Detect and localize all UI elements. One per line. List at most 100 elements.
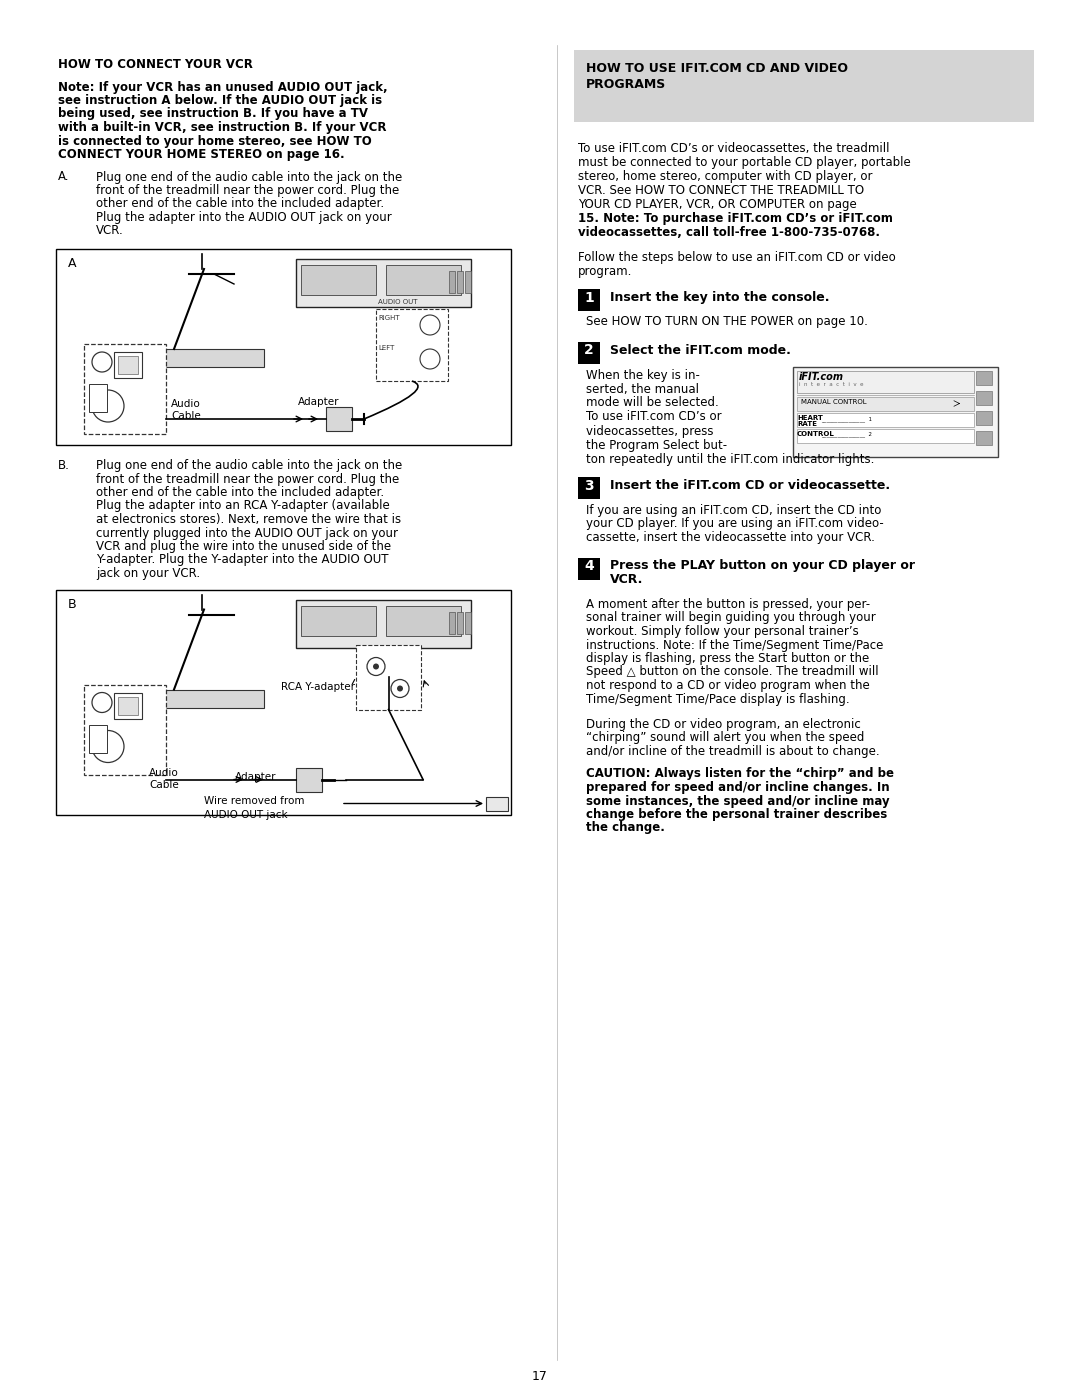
Text: Plug one end of the audio cable into the jack on the: Plug one end of the audio cable into the… xyxy=(96,170,402,183)
Text: Cable: Cable xyxy=(171,411,201,420)
Text: change before the personal trainer describes: change before the personal trainer descr… xyxy=(586,807,888,821)
Text: currently plugged into the AUDIO OUT jack on your: currently plugged into the AUDIO OUT jac… xyxy=(96,527,399,539)
Text: When the key is in-: When the key is in- xyxy=(586,369,700,381)
Text: CAUTION: Always listen for the “chirp” and be: CAUTION: Always listen for the “chirp” a… xyxy=(586,767,894,781)
Text: display is flashing, press the Start button or the: display is flashing, press the Start but… xyxy=(586,652,869,665)
Text: your CD player. If you are using an iFIT.com video-: your CD player. If you are using an iFIT… xyxy=(586,517,883,531)
Text: sonal trainer will begin guiding you through your: sonal trainer will begin guiding you thr… xyxy=(586,612,876,624)
Bar xyxy=(118,356,138,374)
Text: iFIT.com: iFIT.com xyxy=(799,373,843,383)
Bar xyxy=(114,693,141,718)
Text: Press the PLAY button on your CD player or: Press the PLAY button on your CD player … xyxy=(610,560,915,573)
Circle shape xyxy=(373,664,379,669)
Bar xyxy=(976,411,993,425)
Text: Insert the key into the console.: Insert the key into the console. xyxy=(610,291,829,305)
Text: See HOW TO TURN ON THE POWER on page 10.: See HOW TO TURN ON THE POWER on page 10. xyxy=(586,314,868,328)
Text: PROGRAMS: PROGRAMS xyxy=(586,78,666,91)
Text: A: A xyxy=(68,257,77,270)
Text: and/or incline of the treadmill is about to change.: and/or incline of the treadmill is about… xyxy=(586,745,879,759)
Bar xyxy=(56,590,511,814)
Text: VCR. See HOW TO CONNECT THE TREADMILL TO: VCR. See HOW TO CONNECT THE TREADMILL TO xyxy=(578,184,864,197)
Text: prepared for speed and/or incline changes. In: prepared for speed and/or incline change… xyxy=(586,781,890,793)
Bar xyxy=(84,344,166,434)
Bar xyxy=(296,258,471,307)
Bar xyxy=(104,690,264,707)
Bar xyxy=(89,725,107,753)
Text: i  n  t  e  r  a  c  t  i  v  e: i n t e r a c t i v e xyxy=(799,383,864,387)
Text: Select the iFIT.com mode.: Select the iFIT.com mode. xyxy=(610,344,791,356)
Bar xyxy=(449,612,455,633)
Bar xyxy=(976,370,993,384)
Text: 1: 1 xyxy=(584,291,594,305)
Bar xyxy=(296,599,471,647)
Bar xyxy=(797,397,974,411)
Text: Cable: Cable xyxy=(149,780,179,789)
Text: 3: 3 xyxy=(584,479,594,493)
Bar xyxy=(386,605,461,636)
Text: other end of the cable into the included adapter.: other end of the cable into the included… xyxy=(96,486,384,499)
Text: is connected to your home stereo, see HOW TO: is connected to your home stereo, see HO… xyxy=(58,134,372,148)
Bar xyxy=(465,612,471,633)
Text: If you are using an iFIT.com CD, insert the CD into: If you are using an iFIT.com CD, insert … xyxy=(586,504,881,517)
Text: not respond to a CD or video program when the: not respond to a CD or video program whe… xyxy=(586,679,869,692)
Text: 15. Note: To purchase iFIT.com CD’s or iFIT.com: 15. Note: To purchase iFIT.com CD’s or i… xyxy=(578,212,893,225)
Text: ton repeatedly until the iFIT.com indicator lights.: ton repeatedly until the iFIT.com indica… xyxy=(586,453,875,465)
Bar xyxy=(118,697,138,714)
Bar xyxy=(56,249,511,446)
Bar xyxy=(296,767,322,792)
Text: Speed △ button on the console. The treadmill will: Speed △ button on the console. The tread… xyxy=(586,665,879,679)
Text: Plug the adapter into an RCA Y-adapter (available: Plug the adapter into an RCA Y-adapter (… xyxy=(96,500,390,513)
Bar xyxy=(797,370,974,393)
Text: LEFT: LEFT xyxy=(378,345,394,351)
Text: Y-adapter. Plug the Y-adapter into the AUDIO OUT: Y-adapter. Plug the Y-adapter into the A… xyxy=(96,553,389,567)
Text: RIGHT: RIGHT xyxy=(378,314,400,321)
Bar xyxy=(301,605,376,636)
Text: some instances, the speed and/or incline may: some instances, the speed and/or incline… xyxy=(586,795,890,807)
Text: Time/Segment Time/Pace display is flashing.: Time/Segment Time/Pace display is flashi… xyxy=(586,693,850,705)
Bar xyxy=(89,384,107,412)
Text: Wire removed from: Wire removed from xyxy=(204,796,305,806)
Text: VCR.: VCR. xyxy=(610,573,644,585)
Text: being used, see instruction B. If you have a TV: being used, see instruction B. If you ha… xyxy=(58,108,368,120)
Text: cassette, insert the videocassette into your VCR.: cassette, insert the videocassette into … xyxy=(586,531,875,543)
Bar xyxy=(976,391,993,405)
Bar xyxy=(457,612,463,633)
Bar xyxy=(797,412,974,426)
Text: Insert the iFIT.com CD or videocassette.: Insert the iFIT.com CD or videocassette. xyxy=(610,479,890,492)
Text: A.: A. xyxy=(58,170,69,183)
Text: AUDIO OUT jack: AUDIO OUT jack xyxy=(204,809,287,820)
Text: workout. Simply follow your personal trainer’s: workout. Simply follow your personal tra… xyxy=(586,624,859,638)
Text: mode will be selected.: mode will be selected. xyxy=(586,397,719,409)
Bar xyxy=(301,265,376,295)
Text: A moment after the button is pressed, your per-: A moment after the button is pressed, yo… xyxy=(586,598,870,610)
Text: serted, the manual: serted, the manual xyxy=(586,383,699,395)
Bar xyxy=(486,796,508,810)
Bar xyxy=(114,352,141,379)
Bar xyxy=(449,271,455,293)
Text: videocassettes, call toll-free 1-800-735-0768.: videocassettes, call toll-free 1-800-735… xyxy=(578,226,880,239)
Text: To use iFIT.com CD’s or videocassettes, the treadmill: To use iFIT.com CD’s or videocassettes, … xyxy=(578,142,890,155)
Text: jack on your VCR.: jack on your VCR. xyxy=(96,567,200,580)
Text: 4: 4 xyxy=(584,560,594,574)
Bar xyxy=(326,407,352,432)
Text: 2: 2 xyxy=(584,344,594,358)
Text: with a built-in VCR, see instruction B. If your VCR: with a built-in VCR, see instruction B. … xyxy=(58,122,387,134)
Text: front of the treadmill near the power cord. Plug the: front of the treadmill near the power co… xyxy=(96,184,400,197)
Bar xyxy=(356,644,421,710)
Text: stereo, home stereo, computer with CD player, or: stereo, home stereo, computer with CD pl… xyxy=(578,170,873,183)
Text: Audio: Audio xyxy=(171,400,201,409)
Circle shape xyxy=(397,686,403,692)
Text: Plug the adapter into the AUDIO OUT jack on your: Plug the adapter into the AUDIO OUT jack… xyxy=(96,211,392,224)
Text: 17: 17 xyxy=(532,1370,548,1383)
Bar xyxy=(578,341,600,363)
Text: To use iFIT.com CD’s or: To use iFIT.com CD’s or xyxy=(586,411,721,423)
Text: YOUR CD PLAYER, VCR, OR COMPUTER on page: YOUR CD PLAYER, VCR, OR COMPUTER on page xyxy=(578,198,856,211)
Text: B: B xyxy=(68,598,77,610)
Bar xyxy=(578,557,600,580)
Text: HOW TO CONNECT YOUR VCR: HOW TO CONNECT YOUR VCR xyxy=(58,59,253,71)
Text: videocassettes, press: videocassettes, press xyxy=(586,425,714,437)
Text: “chirping” sound will alert you when the speed: “chirping” sound will alert you when the… xyxy=(586,732,864,745)
Bar xyxy=(104,349,264,367)
Text: at electronics stores). Next, remove the wire that is: at electronics stores). Next, remove the… xyxy=(96,513,401,527)
Text: the change.: the change. xyxy=(586,821,665,834)
